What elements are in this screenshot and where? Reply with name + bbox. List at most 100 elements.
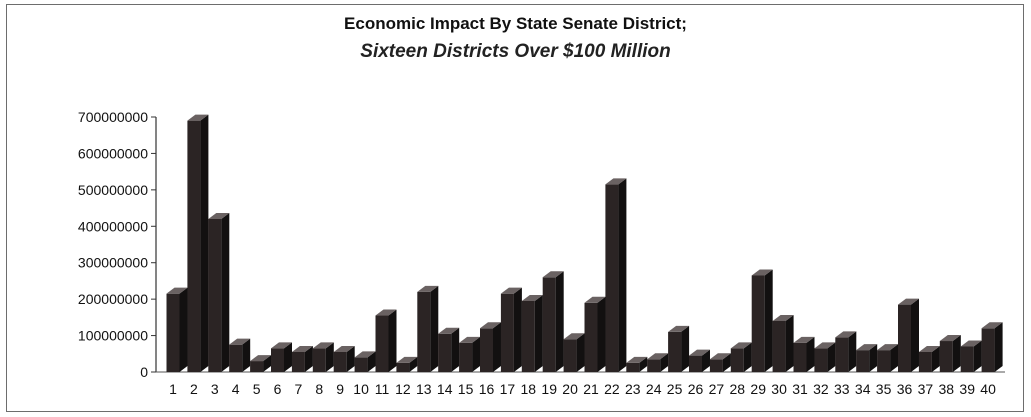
bar-front [918,351,932,372]
bar-side [284,342,292,372]
bar [500,287,522,372]
bar-top [898,298,919,305]
x-tick-label: 2 [190,381,198,397]
bar [521,294,543,372]
bar-front [563,339,577,372]
bar-side [764,269,773,372]
x-tick-label: 8 [315,381,323,397]
bar [772,315,794,372]
bar-side [221,213,230,372]
bar-side [534,294,543,372]
y-tick-label: 300000000 [78,255,148,271]
bar [271,342,292,372]
bar-side [681,325,690,372]
bar-front [500,293,514,372]
bar [793,336,815,372]
bar-top [480,322,501,329]
bar [354,351,376,372]
x-tick-label: 21 [583,381,599,397]
bar-front [814,348,828,372]
bar-top [459,336,481,343]
x-tick-label: 12 [395,381,411,397]
x-tick-label: 36 [897,381,913,397]
bar-side [639,356,648,372]
bar [396,356,418,372]
bar-front [229,344,243,372]
bar-top [689,349,710,356]
bar-front [333,351,347,372]
y-axis: 0 100000000 200000000 300000000 400000000 500… [78,109,1005,380]
bar-top [856,344,878,351]
bar-front [480,328,493,372]
bar-front [647,359,661,372]
bar-front [689,355,702,372]
x-tick-label: 10 [353,381,369,397]
bar-front [291,351,305,372]
x-tick-label: 29 [750,381,766,397]
bar-front [898,304,911,372]
bar-side [702,349,710,372]
bar-front [772,321,786,372]
bar [208,213,230,372]
bar-side [952,335,961,372]
bar-front [793,342,807,372]
bar-side [660,353,669,372]
bars [166,114,1003,373]
x-tick-label: 28 [730,381,746,397]
bar-front [835,337,849,372]
y-tick-label: 400000000 [78,218,148,234]
bar-top [542,271,564,278]
bar-side [263,355,272,372]
chart-subtitle: Sixteen Districts Over $100 Million [360,41,671,62]
bar-top [312,342,334,349]
bar-front [250,361,264,372]
bar-top [772,315,794,321]
bar-top [584,296,606,303]
bar-front [877,350,891,372]
bar [438,327,460,372]
x-tick-label: 40 [980,381,996,397]
x-tick-label: 32 [813,381,829,397]
x-tick-label: 7 [295,381,303,397]
bar-side [806,336,815,372]
x-tick-label: 9 [336,381,344,397]
x-tick-label: 17 [500,381,516,397]
bar-top [918,345,940,352]
bar-side [493,322,501,372]
bar-top [417,285,439,292]
bar [626,356,648,372]
x-tick-label: 19 [541,381,557,397]
x-tick-label: 16 [479,381,495,397]
x-tick-label: 33 [834,381,850,397]
bar [689,349,710,372]
x-tick-label: 15 [458,381,474,397]
bar-top [668,325,690,332]
bar-front [187,120,201,373]
x-tick-label: 30 [771,381,787,397]
bar-side [388,309,397,372]
bar-front [396,362,410,372]
bar-top [563,333,585,340]
bar-side [994,322,1003,372]
x-tick-label: 25 [667,381,683,397]
bar-top [396,356,418,363]
bar [542,271,564,372]
bar-side [200,114,209,373]
bar [898,298,919,372]
y-tick-label: 200000000 [78,291,148,307]
bar [333,345,355,372]
bar [605,178,627,372]
bar-front [584,302,598,372]
x-tick-label: 37 [918,381,934,397]
bar [751,269,773,372]
bar-top [187,114,209,121]
bar-top [229,338,251,345]
bar-side [911,298,919,372]
bar-side [325,342,334,372]
bar [709,353,731,372]
bar [730,342,752,372]
x-tick-label: 27 [709,381,725,397]
bar-top [835,331,857,338]
bar-front [542,277,556,372]
bar [250,355,272,372]
